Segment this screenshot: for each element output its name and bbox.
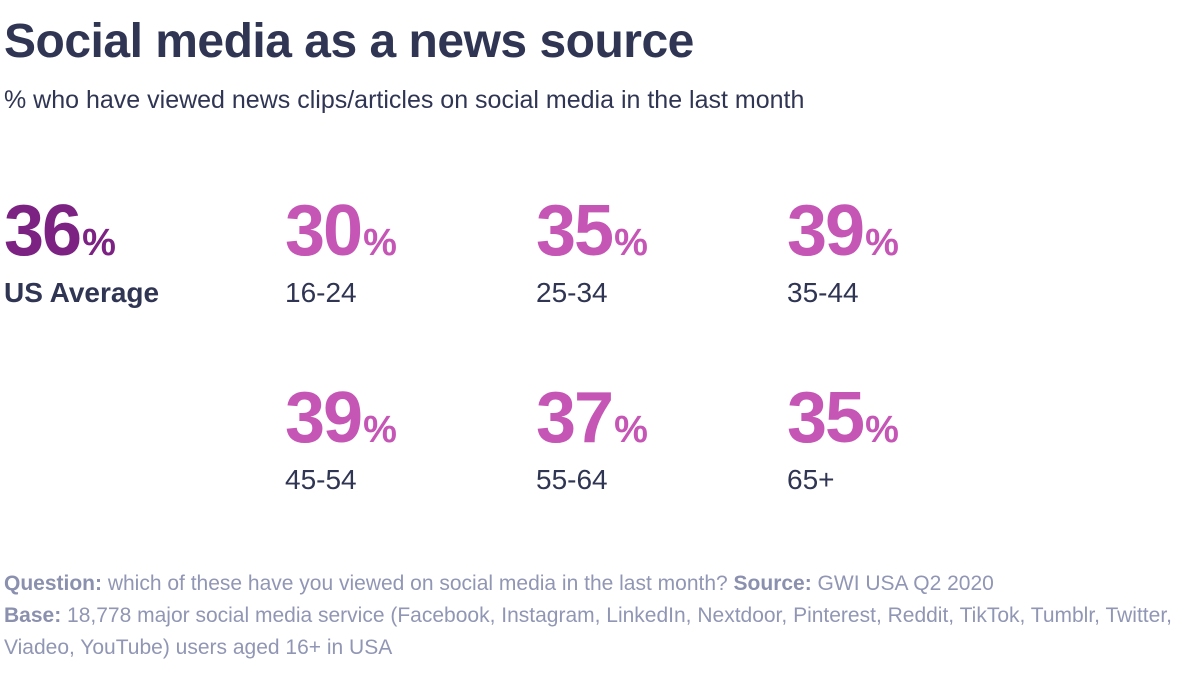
stat-label: 16-24 xyxy=(285,277,357,308)
stat-value: 37 xyxy=(536,378,614,458)
chart-subtitle: % who have viewed news clips/articles on… xyxy=(4,86,805,114)
stat-label: US Average xyxy=(4,277,160,308)
stat-value: 30 xyxy=(285,191,363,271)
stat-label: 65+ xyxy=(787,464,835,495)
stat-unit: % xyxy=(865,222,899,264)
stat-unit: % xyxy=(363,222,397,264)
question-line: Question: which of these have you viewed… xyxy=(4,568,1194,600)
stat-age-group: 35% 25-34 xyxy=(536,195,648,307)
stat-label: 35-44 xyxy=(787,277,859,308)
stat-age-group: 30% 16-24 xyxy=(285,195,397,307)
stat-label: 55-64 xyxy=(536,464,608,495)
stat-us-average: 36% US Average xyxy=(4,195,159,307)
stat-unit: % xyxy=(614,222,648,264)
chart-title: Social media as a news source xyxy=(4,15,694,68)
stat-value: 36 xyxy=(4,191,82,271)
stat-label: 45-54 xyxy=(285,464,357,495)
stat-age-group: 39% 45-54 xyxy=(285,382,397,494)
question-text: which of these have you viewed on social… xyxy=(102,572,734,595)
stat-age-group: 37% 55-64 xyxy=(536,382,648,494)
base-text: 18,778 major social media service (Faceb… xyxy=(4,604,1172,659)
stat-unit: % xyxy=(865,409,899,451)
stat-value: 35 xyxy=(787,378,865,458)
question-label: Question: xyxy=(4,572,102,595)
stat-unit: % xyxy=(82,222,116,264)
stat-value: 39 xyxy=(787,191,865,271)
stat-label: 25-34 xyxy=(536,277,608,308)
stat-age-group: 39% 35-44 xyxy=(787,195,899,307)
base-line: Base: 18,778 major social media service … xyxy=(4,600,1194,664)
stat-value: 35 xyxy=(536,191,614,271)
footnote: Question: which of these have you viewed… xyxy=(4,568,1194,664)
stat-unit: % xyxy=(363,409,397,451)
stat-age-group: 35% 65+ xyxy=(787,382,899,494)
source-text: GWI USA Q2 2020 xyxy=(811,572,994,595)
stat-value: 39 xyxy=(285,378,363,458)
base-label: Base: xyxy=(4,604,62,627)
stat-unit: % xyxy=(614,409,648,451)
source-label: Source: xyxy=(733,572,812,595)
